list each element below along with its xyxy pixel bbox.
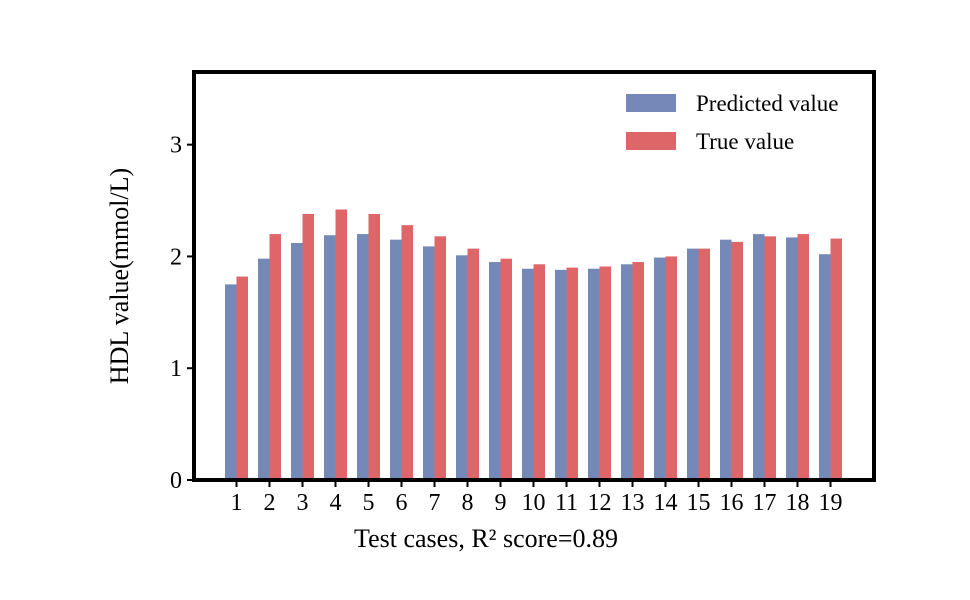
x-tick-label: 11	[555, 490, 578, 516]
bar-predicted-9	[489, 262, 501, 480]
bar-true-9	[500, 258, 512, 480]
y-tick-label: 3	[170, 133, 182, 159]
bar-predicted-14	[654, 257, 666, 480]
x-axis: 1 2 3 4 5 6 7 8 9 10 11 12 13 14 15 16 17 18 19	[231, 480, 843, 516]
bar-true-7	[434, 236, 446, 480]
bar-true-5	[368, 213, 380, 480]
bar-true-13	[632, 262, 644, 480]
legend-label-predicted: Predicted value	[696, 91, 838, 116]
x-tick-label: 7	[429, 490, 441, 516]
x-tick-label: 2	[264, 490, 276, 516]
x-tick-label: 6	[396, 490, 408, 516]
x-tick-label: 13	[621, 490, 645, 516]
bar-true-11	[566, 267, 578, 480]
legend: Predicted value True value	[626, 91, 838, 154]
bar-predicted-1	[225, 284, 237, 480]
bar-predicted-5	[357, 234, 369, 480]
bar-true-2	[269, 234, 281, 480]
x-tick-label: 4	[330, 490, 342, 516]
x-tick-label: 17	[753, 490, 777, 516]
bar-predicted-11	[555, 269, 567, 480]
y-axis: 0 1 2 3	[170, 133, 194, 494]
bar-true-6	[401, 225, 413, 480]
x-tick-label: 10	[522, 490, 546, 516]
x-tick-label: 16	[720, 490, 744, 516]
bar-predicted-18	[786, 237, 798, 480]
bar-predicted-3	[291, 243, 303, 480]
x-tick-label: 1	[231, 490, 243, 516]
bar-predicted-4	[324, 235, 336, 480]
y-tick-label: 0	[170, 468, 182, 494]
y-axis-label: HDL value(mmol/L)	[105, 168, 134, 384]
bar-predicted-2	[258, 258, 270, 480]
x-tick-label: 14	[654, 490, 678, 516]
bar-predicted-8	[456, 255, 468, 480]
bar-predicted-15	[687, 248, 699, 480]
bar-true-12	[599, 266, 611, 480]
bar-true-19	[830, 238, 842, 480]
x-axis-label: Test cases, R² score=0.89	[354, 524, 618, 553]
bar-predicted-12	[588, 268, 600, 480]
bar-true-1	[236, 276, 248, 480]
bar-true-10	[533, 264, 545, 480]
bar-predicted-13	[621, 264, 633, 480]
legend-swatch-true	[626, 132, 676, 150]
x-tick-label: 5	[363, 490, 375, 516]
bar-predicted-7	[423, 246, 435, 480]
bar-true-17	[764, 236, 776, 480]
bar-true-8	[467, 248, 479, 480]
bar-true-16	[731, 241, 743, 480]
bar-predicted-10	[522, 268, 534, 480]
bar-predicted-17	[753, 234, 765, 480]
x-tick-label: 12	[588, 490, 612, 516]
x-tick-label: 15	[687, 490, 711, 516]
bar-predicted-19	[819, 254, 831, 480]
bar-predicted-6	[390, 239, 402, 480]
legend-swatch-predicted	[626, 94, 676, 112]
x-tick-label: 9	[495, 490, 507, 516]
bar-true-3	[302, 213, 314, 480]
x-tick-label: 19	[819, 490, 843, 516]
bars-layer	[225, 209, 842, 480]
bar-predicted-16	[720, 239, 732, 480]
bar-true-18	[797, 234, 809, 480]
x-tick-label: 8	[462, 490, 474, 516]
y-tick-label: 2	[170, 244, 182, 270]
x-tick-label: 3	[297, 490, 309, 516]
bar-true-15	[698, 248, 710, 480]
bar-true-4	[335, 209, 347, 480]
y-tick-label: 1	[170, 356, 182, 382]
legend-label-true: True value	[696, 129, 794, 154]
bar-true-14	[665, 256, 677, 480]
x-tick-label: 18	[786, 490, 810, 516]
